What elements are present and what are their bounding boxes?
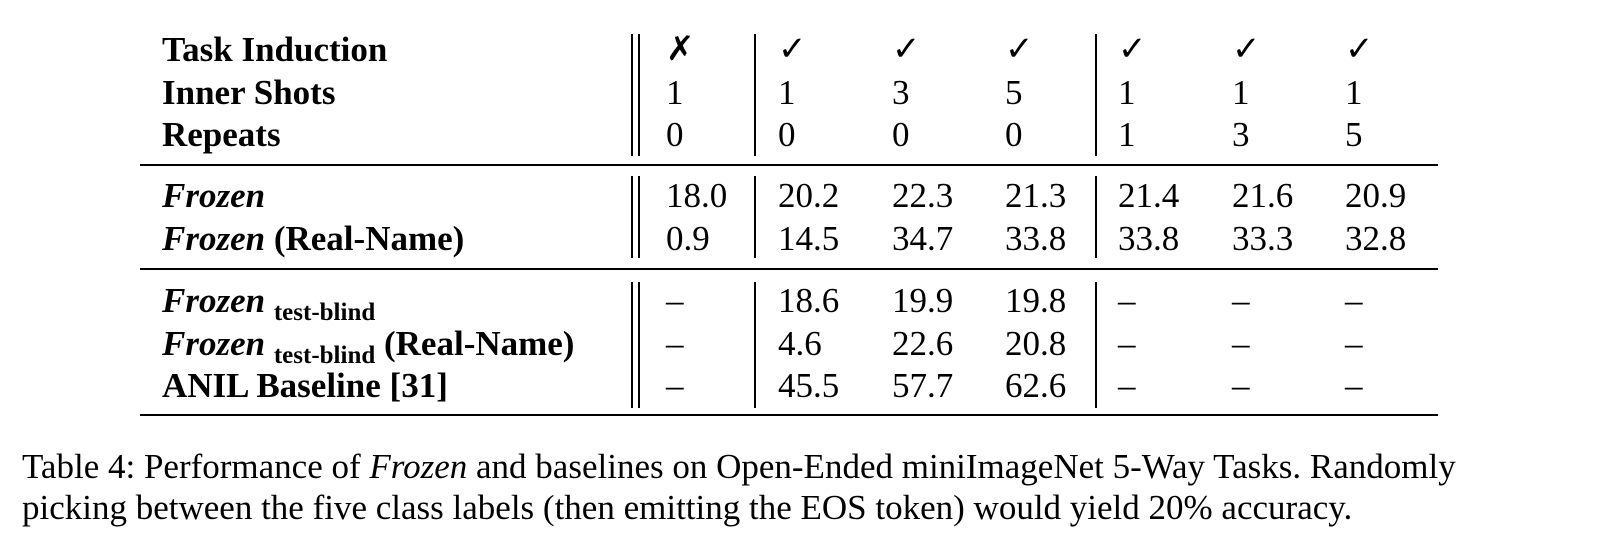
- double-rule-left: [631, 176, 633, 258]
- header-cell: 3: [892, 73, 910, 112]
- method-suffix: (Real-Name): [273, 219, 465, 258]
- value-cell: 33.8: [1118, 219, 1180, 258]
- value-cell: 20.9: [1345, 176, 1407, 215]
- value-cell: 20.8: [1005, 324, 1067, 363]
- value-cell: 62.6: [1005, 366, 1067, 405]
- table-caption: Table 4: Performance of Frozen and basel…: [22, 446, 1582, 528]
- value-cell: –: [1345, 281, 1363, 320]
- value-cell: –: [1232, 366, 1250, 405]
- value-cell: 34.7: [892, 219, 954, 258]
- rule-bottom: [140, 414, 1438, 416]
- value-cell: –: [1345, 324, 1363, 363]
- header-cell: 1: [778, 73, 796, 112]
- header-cell: 0: [666, 115, 684, 154]
- header-cell: 0: [778, 115, 796, 154]
- value-cell: 18.0: [666, 176, 728, 215]
- value-cell: 33.8: [1005, 219, 1067, 258]
- column-separator-2: [1095, 176, 1097, 258]
- value-cell: 0.9: [666, 219, 710, 258]
- header-cell: 1: [666, 73, 684, 112]
- value-cell: –: [666, 366, 684, 405]
- caption-line-2: picking between the five class labels (t…: [22, 488, 1353, 527]
- method-subscript: test-blind: [273, 299, 376, 326]
- double-rule-right: [638, 34, 640, 156]
- header-cell: 1: [1118, 73, 1136, 112]
- header-label: Task Induction: [162, 30, 388, 69]
- header-cell: ✓: [1005, 31, 1034, 68]
- column-separator-2: [1095, 34, 1097, 156]
- column-separator-1: [754, 34, 756, 156]
- row-label: Frozen (Real-Name): [162, 219, 464, 259]
- value-cell: –: [1232, 281, 1250, 320]
- value-cell: 32.8: [1345, 219, 1407, 258]
- header-cell: 1: [1118, 115, 1136, 154]
- header-cell: 5: [1345, 115, 1363, 154]
- value-cell: –: [666, 324, 684, 363]
- header-cell: ✓: [892, 31, 921, 68]
- value-cell: –: [1232, 324, 1250, 363]
- rule-mid: [140, 268, 1438, 270]
- rule-header: [140, 164, 1438, 166]
- value-cell: 21.3: [1005, 176, 1067, 215]
- value-cell: –: [666, 281, 684, 320]
- value-cell: –: [1118, 366, 1136, 405]
- value-cell: 57.7: [892, 366, 954, 405]
- header-cell: 3: [1232, 115, 1250, 154]
- double-rule-left: [631, 34, 633, 156]
- header-cell: 1: [1345, 73, 1363, 112]
- column-separator-1: [754, 176, 756, 258]
- header-cell: ✓: [1345, 31, 1374, 68]
- header-label: Inner Shots: [162, 73, 336, 112]
- method-name: Frozen: [162, 281, 266, 320]
- caption-prefix: Table 4: Performance of: [22, 447, 370, 486]
- method-suffix: (Real-Name): [384, 324, 575, 363]
- header-cell: ✓: [1118, 31, 1147, 68]
- header-cell: ✓: [778, 31, 807, 68]
- double-rule-right: [638, 282, 640, 408]
- caption-emphasis: Frozen: [369, 447, 468, 486]
- method-name: Frozen: [162, 324, 266, 363]
- value-cell: 22.6: [892, 324, 954, 363]
- value-cell: 18.6: [778, 281, 840, 320]
- row-label: ANIL Baseline [31]: [162, 366, 448, 406]
- header-cell: ✗: [666, 31, 695, 68]
- value-cell: –: [1118, 281, 1136, 320]
- value-cell: –: [1118, 324, 1136, 363]
- row-label: Frozen test-blind: [162, 281, 376, 326]
- column-separator-2: [1095, 282, 1097, 408]
- caption-line-1-rest: and baselines on Open-Ended miniImageNet…: [467, 447, 1456, 486]
- value-cell: 14.5: [778, 219, 840, 258]
- value-cell: 45.5: [778, 366, 840, 405]
- row-label: Frozen: [162, 176, 265, 216]
- double-rule-left: [631, 282, 633, 408]
- value-cell: –: [1345, 366, 1363, 405]
- value-cell: 19.9: [892, 281, 954, 320]
- method-name: Frozen: [162, 219, 266, 258]
- double-rule-right: [638, 176, 640, 258]
- column-separator-1: [754, 282, 756, 408]
- value-cell: 19.8: [1005, 281, 1067, 320]
- header-cell: 0: [892, 115, 910, 154]
- row-label: Frozen test-blind (Real-Name): [162, 324, 575, 369]
- header-label: Repeats: [162, 115, 281, 154]
- value-cell: 21.6: [1232, 176, 1294, 215]
- value-cell: 33.3: [1232, 219, 1294, 258]
- header-cell: 1: [1232, 73, 1250, 112]
- method-name: Frozen: [162, 176, 266, 215]
- value-cell: 22.3: [892, 176, 954, 215]
- value-cell: 4.6: [778, 324, 822, 363]
- method-subscript: test-blind: [273, 342, 376, 369]
- header-cell: 5: [1005, 73, 1023, 112]
- caption-line-1: Table 4: Performance of Frozen and basel…: [22, 446, 1582, 487]
- value-cell: 20.2: [778, 176, 840, 215]
- value-cell: 21.4: [1118, 176, 1180, 215]
- header-cell: ✓: [1232, 31, 1261, 68]
- method-suffix: ANIL Baseline [31]: [162, 366, 448, 405]
- header-cell: 0: [1005, 115, 1023, 154]
